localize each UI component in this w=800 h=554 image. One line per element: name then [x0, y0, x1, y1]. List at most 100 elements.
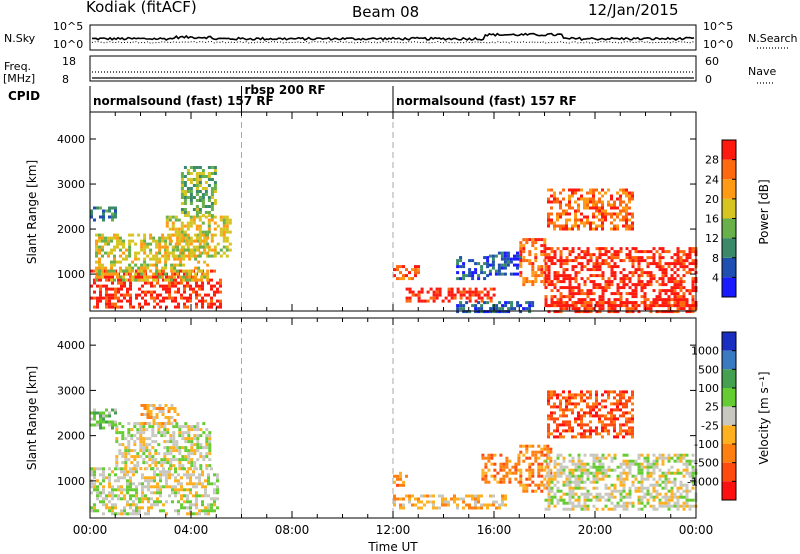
heatmap-cell [613, 495, 617, 499]
heatmap-cell [138, 302, 141, 306]
heatmap-cell [543, 453, 547, 457]
heatmap-cell [595, 474, 599, 478]
heatmap-cell [468, 259, 472, 263]
heatmap-cell [622, 477, 626, 481]
heatmap-cell [148, 464, 152, 468]
heatmap-cell [198, 196, 202, 199]
heatmap-cell [201, 196, 205, 199]
heatmap-cell [152, 278, 156, 282]
heatmap-cell [619, 295, 623, 299]
heatmap-cell [652, 462, 656, 466]
heatmap-cell [111, 420, 114, 424]
heatmap-cell [508, 471, 512, 475]
heatmap-cell [562, 471, 566, 475]
heatmap-cell [163, 434, 167, 438]
heatmap-cell [399, 277, 402, 281]
heatmap-cell [616, 408, 619, 412]
heatmap-cell [550, 396, 553, 400]
heatmap-cell [195, 485, 198, 489]
heatmap-cell [598, 468, 602, 472]
heatmap-cell [195, 284, 198, 288]
heatmap-cell [625, 191, 628, 195]
heatmap-cell [571, 408, 574, 412]
heatmap-cell [634, 301, 638, 305]
heatmap-cell [132, 494, 135, 498]
heatmap-cell [562, 286, 566, 290]
heatmap-cell [583, 292, 587, 296]
beam-title: Beam 08 [352, 3, 419, 21]
heatmap-cell [207, 293, 210, 297]
heatmap-cell [155, 251, 159, 255]
heatmap-cell [589, 498, 593, 502]
heatmap-cell [625, 221, 628, 225]
heatmap-cell [165, 296, 168, 300]
heatmap-cell [637, 274, 641, 278]
heatmap-cell [213, 293, 216, 297]
heatmap-cell [205, 443, 209, 447]
heatmap-cell [598, 206, 601, 210]
heatmap-cell [198, 175, 202, 178]
heatmap-cell [219, 227, 223, 231]
heatmap-cell [547, 283, 551, 287]
heatmap-cell [607, 507, 611, 511]
heatmap-cell [613, 271, 617, 275]
heatmap-cell [568, 396, 571, 400]
heatmap-cell [519, 250, 523, 254]
heatmap-cell [204, 239, 208, 243]
heatmap-cell [142, 446, 146, 450]
heatmap-cell [550, 414, 553, 418]
heatmap-cell [634, 295, 638, 299]
heatmap-cell [556, 474, 560, 478]
heatmap-cell [107, 254, 110, 258]
heatmap-cell [595, 310, 599, 314]
heatmap-cell [132, 512, 135, 516]
heatmap-cell [543, 250, 547, 254]
heatmap-cell [667, 504, 671, 508]
freq-tick-bottom: 8 [62, 73, 69, 86]
heatmap-cell [168, 236, 172, 240]
heatmap-cell [574, 286, 578, 290]
heatmap-cell [180, 269, 183, 273]
heatmap-cell [619, 504, 623, 508]
heatmap-cell [577, 286, 581, 290]
heatmap-cell [637, 268, 641, 272]
heatmap-cell [556, 212, 559, 216]
heatmap-cell [502, 468, 506, 472]
heatmap-cell [123, 476, 126, 480]
heatmap-cell [489, 299, 493, 303]
heatmap-cell [682, 474, 686, 478]
heatmap-cell [519, 450, 523, 454]
heatmap-cell [189, 199, 193, 202]
heatmap-cell [149, 248, 153, 252]
heatmap-cell [153, 470, 156, 474]
heatmap-cell [189, 178, 193, 181]
heatmap-cell [107, 251, 110, 255]
heatmap-cell [559, 474, 563, 478]
heatmap-cell [516, 257, 519, 261]
heatmap-cell [556, 247, 560, 251]
heatmap-cell [670, 262, 674, 266]
heatmap-cell [616, 253, 620, 257]
heatmap-cell [547, 188, 550, 192]
heatmap-cell [565, 477, 569, 481]
heatmap-cell [553, 462, 557, 466]
heatmap-cell [205, 446, 209, 450]
heatmap-cell [477, 500, 480, 504]
heatmap-cell [550, 405, 553, 409]
heatmap-cell [143, 245, 147, 249]
heatmap-cell [180, 178, 184, 181]
heatmap-cell [151, 458, 155, 462]
heatmap-cell [140, 422, 144, 425]
heatmap-cell [595, 209, 598, 213]
heatmap-cell [180, 248, 184, 252]
heatmap-cell [646, 453, 650, 457]
heatmap-cell [676, 247, 680, 251]
heatmap-cell [550, 221, 553, 225]
heatmap-cell [129, 503, 132, 507]
heatmap-cell [643, 250, 647, 254]
heatmap-cell [210, 172, 214, 175]
heatmap-cell [183, 230, 187, 234]
heatmap-cell [631, 504, 635, 508]
heatmap-cell [180, 245, 184, 249]
heatmap-cell [658, 483, 662, 487]
